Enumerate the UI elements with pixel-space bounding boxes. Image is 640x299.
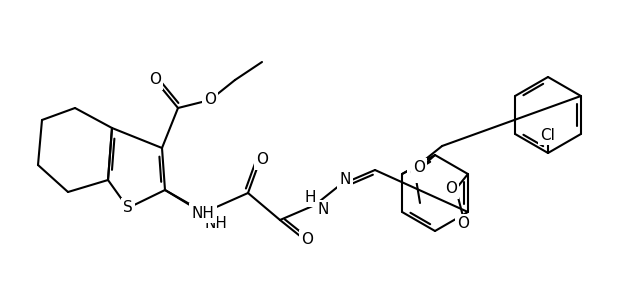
Text: Cl: Cl: [541, 127, 556, 143]
Text: H: H: [304, 190, 316, 205]
Text: O: O: [409, 166, 421, 181]
Text: O: O: [204, 92, 216, 108]
Text: NH: NH: [191, 205, 214, 220]
Text: O: O: [445, 181, 457, 196]
Text: O: O: [256, 152, 268, 167]
Text: S: S: [123, 201, 133, 216]
Text: O: O: [149, 72, 161, 88]
Text: O: O: [413, 161, 425, 176]
Text: O: O: [301, 233, 313, 248]
Text: O: O: [457, 216, 469, 231]
Text: N: N: [339, 173, 351, 187]
Text: N: N: [317, 202, 329, 217]
Text: NH: NH: [205, 216, 228, 231]
